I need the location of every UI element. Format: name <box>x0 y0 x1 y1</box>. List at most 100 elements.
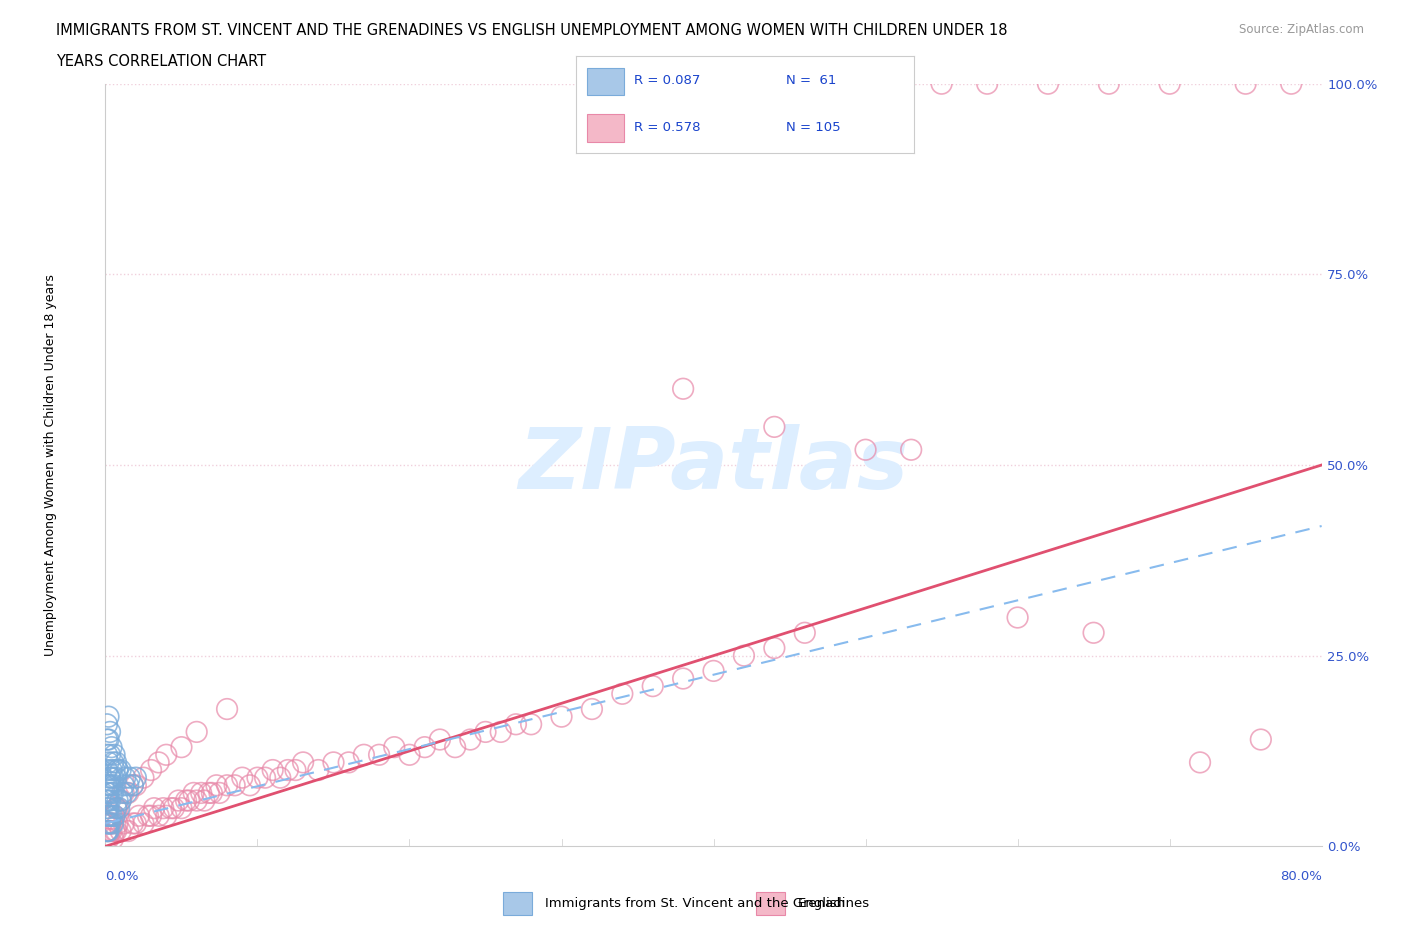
Point <box>121 777 143 792</box>
Text: Source: ZipAtlas.com: Source: ZipAtlas.com <box>1239 23 1364 36</box>
Point <box>96 786 118 801</box>
Point <box>97 786 120 801</box>
Point <box>98 816 121 830</box>
Text: ZIPatlas: ZIPatlas <box>519 423 908 507</box>
Point <box>96 816 118 830</box>
Point <box>520 717 543 732</box>
Point <box>612 686 634 701</box>
Point <box>112 786 135 801</box>
Point <box>139 808 162 823</box>
Point <box>413 739 436 754</box>
Text: Unemployment Among Women with Children Under 18 years: Unemployment Among Women with Children U… <box>44 274 58 656</box>
Point <box>97 831 120 846</box>
Point <box>550 710 572 724</box>
Text: YEARS CORRELATION CHART: YEARS CORRELATION CHART <box>56 54 266 69</box>
Point <box>103 808 125 823</box>
Point <box>170 739 193 754</box>
Text: R = 0.578: R = 0.578 <box>634 121 700 134</box>
Point <box>1188 755 1211 770</box>
FancyBboxPatch shape <box>586 68 624 95</box>
Point <box>97 824 120 839</box>
Point <box>96 824 118 839</box>
Point <box>458 732 481 747</box>
Point <box>672 381 695 396</box>
Point <box>505 717 527 732</box>
Point <box>136 808 159 823</box>
Point <box>96 763 118 777</box>
Point <box>100 824 122 839</box>
Point <box>1007 610 1029 625</box>
Point <box>489 724 512 739</box>
Point <box>101 786 124 801</box>
Point <box>128 808 150 823</box>
Point <box>190 786 212 801</box>
Text: N =  61: N = 61 <box>786 73 837 86</box>
FancyBboxPatch shape <box>503 893 533 915</box>
Point <box>702 663 725 678</box>
Point <box>444 739 467 754</box>
Point <box>115 786 138 801</box>
Point <box>763 641 786 656</box>
Point <box>103 777 125 792</box>
Point <box>1036 76 1059 91</box>
Point <box>322 755 344 770</box>
Point <box>111 786 134 801</box>
Point <box>976 76 998 91</box>
Point <box>159 801 181 816</box>
Point <box>107 763 129 777</box>
Point <box>246 770 269 785</box>
Point <box>117 824 139 839</box>
Point <box>277 763 299 777</box>
Point <box>101 831 124 846</box>
Point <box>110 793 132 808</box>
Point <box>254 770 277 785</box>
Point <box>96 808 118 823</box>
Point <box>105 824 128 839</box>
Point <box>763 419 786 434</box>
Point <box>112 777 135 792</box>
Point <box>1279 76 1302 91</box>
Point <box>474 724 496 739</box>
Point <box>105 801 128 816</box>
Point <box>155 748 177 763</box>
Point <box>148 755 170 770</box>
Point <box>97 793 120 808</box>
Point <box>186 724 208 739</box>
Point <box>239 777 262 792</box>
Point <box>292 755 315 770</box>
Point <box>96 793 118 808</box>
Point <box>98 808 121 823</box>
Point <box>96 801 118 816</box>
Point <box>931 76 953 91</box>
Point <box>217 777 239 792</box>
Point <box>733 648 755 663</box>
Point <box>193 793 215 808</box>
Point <box>170 801 193 816</box>
Point <box>1234 76 1257 91</box>
Point <box>97 777 120 792</box>
Point <box>101 816 124 830</box>
Point <box>148 808 170 823</box>
Point <box>167 793 190 808</box>
Point <box>163 801 186 816</box>
Point <box>1098 76 1121 91</box>
Point <box>121 816 143 830</box>
Text: IMMIGRANTS FROM ST. VINCENT AND THE GRENADINES VS ENGLISH UNEMPLOYMENT AMONG WOM: IMMIGRANTS FROM ST. VINCENT AND THE GREN… <box>56 23 1008 38</box>
Point <box>139 763 162 777</box>
Point <box>641 679 664 694</box>
Point <box>97 808 120 823</box>
Point <box>353 748 375 763</box>
FancyBboxPatch shape <box>756 893 786 915</box>
Point <box>100 739 122 754</box>
Point <box>132 816 155 830</box>
Point <box>97 732 120 747</box>
Point <box>97 755 120 770</box>
Point <box>100 777 122 792</box>
Point <box>97 816 120 830</box>
Point <box>96 824 118 839</box>
Point <box>125 816 148 830</box>
Text: R = 0.087: R = 0.087 <box>634 73 700 86</box>
Point <box>96 717 118 732</box>
Point <box>125 777 148 792</box>
Point <box>100 808 122 823</box>
